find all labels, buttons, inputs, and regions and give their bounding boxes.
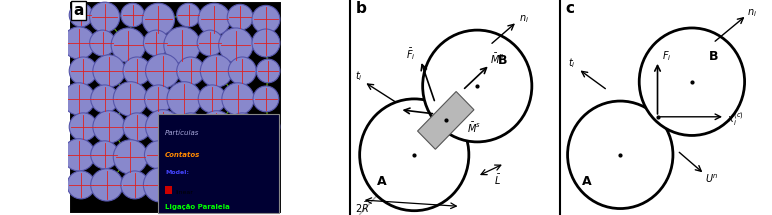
Bar xyxy=(165,186,172,194)
Text: b: b xyxy=(355,1,367,16)
Circle shape xyxy=(198,3,231,35)
Circle shape xyxy=(222,139,254,171)
Circle shape xyxy=(639,28,745,135)
Circle shape xyxy=(123,113,151,141)
Circle shape xyxy=(198,169,231,201)
Circle shape xyxy=(90,30,116,56)
Circle shape xyxy=(93,55,125,87)
Text: $n_i$: $n_i$ xyxy=(520,14,530,25)
Circle shape xyxy=(197,30,223,56)
Text: $t_i$: $t_i$ xyxy=(355,69,363,83)
Text: B: B xyxy=(498,54,508,68)
Text: $\bar{M}^s$: $\bar{M}^s$ xyxy=(467,121,481,135)
Circle shape xyxy=(252,5,280,33)
Text: a: a xyxy=(73,3,84,18)
Text: $n_i$: $n_i$ xyxy=(747,7,757,19)
Circle shape xyxy=(254,173,278,197)
Text: $t_i$: $t_i$ xyxy=(567,57,575,71)
Circle shape xyxy=(123,57,151,85)
Text: B: B xyxy=(709,50,718,63)
Text: $\bar{M}^n$: $\bar{M}^n$ xyxy=(490,52,504,66)
Circle shape xyxy=(144,168,178,202)
Circle shape xyxy=(201,111,232,143)
Circle shape xyxy=(69,57,97,85)
Circle shape xyxy=(69,113,97,141)
Circle shape xyxy=(93,111,125,143)
Circle shape xyxy=(113,140,147,174)
Circle shape xyxy=(167,82,201,116)
Text: $2\bar{R}$: $2\bar{R}$ xyxy=(355,201,370,215)
Circle shape xyxy=(174,171,202,199)
Text: Partículas: Partículas xyxy=(165,131,199,137)
Circle shape xyxy=(142,3,174,35)
Circle shape xyxy=(120,171,149,199)
Circle shape xyxy=(146,54,180,88)
Circle shape xyxy=(90,169,123,201)
Circle shape xyxy=(120,3,144,27)
Circle shape xyxy=(253,142,279,168)
Circle shape xyxy=(67,171,95,199)
Circle shape xyxy=(90,2,120,32)
Text: $\bar{L}$: $\bar{L}$ xyxy=(494,173,501,187)
Circle shape xyxy=(167,140,201,174)
Circle shape xyxy=(198,85,226,113)
Circle shape xyxy=(198,141,226,169)
Circle shape xyxy=(567,101,673,209)
Circle shape xyxy=(90,85,119,113)
Circle shape xyxy=(252,29,280,57)
Text: A: A xyxy=(377,175,386,188)
Circle shape xyxy=(144,30,169,56)
Circle shape xyxy=(253,86,279,112)
Text: $x_i^{(c)}$: $x_i^{(c)}$ xyxy=(727,111,744,128)
Circle shape xyxy=(63,27,95,59)
Circle shape xyxy=(360,99,469,211)
Circle shape xyxy=(177,113,205,141)
Circle shape xyxy=(63,83,95,115)
Circle shape xyxy=(256,115,280,139)
Circle shape xyxy=(113,82,147,116)
Text: Model:: Model: xyxy=(165,170,189,175)
Text: linear: linear xyxy=(176,189,194,195)
Circle shape xyxy=(164,27,201,63)
Circle shape xyxy=(144,85,172,113)
Text: Contatos: Contatos xyxy=(165,152,200,158)
Text: Ligação Paralela: Ligação Paralela xyxy=(165,204,229,210)
Text: $F_i$: $F_i$ xyxy=(662,49,671,63)
Circle shape xyxy=(229,113,256,141)
Circle shape xyxy=(226,171,254,199)
Circle shape xyxy=(177,3,201,27)
Text: A: A xyxy=(582,175,592,188)
Circle shape xyxy=(90,141,119,169)
Circle shape xyxy=(227,4,253,30)
Circle shape xyxy=(111,28,146,62)
Circle shape xyxy=(222,83,254,115)
Circle shape xyxy=(201,55,232,87)
Circle shape xyxy=(63,139,95,171)
Polygon shape xyxy=(418,92,474,149)
Circle shape xyxy=(218,28,253,62)
Text: c: c xyxy=(565,1,574,16)
Circle shape xyxy=(177,57,205,85)
Circle shape xyxy=(146,110,180,144)
Circle shape xyxy=(422,30,532,142)
Bar xyxy=(158,114,279,213)
Text: $\bar{F}_i$: $\bar{F}_i$ xyxy=(406,46,415,62)
Circle shape xyxy=(69,3,93,27)
Circle shape xyxy=(144,141,172,169)
Circle shape xyxy=(256,59,280,83)
Circle shape xyxy=(229,57,256,85)
Text: $U^n$: $U^n$ xyxy=(705,172,718,185)
